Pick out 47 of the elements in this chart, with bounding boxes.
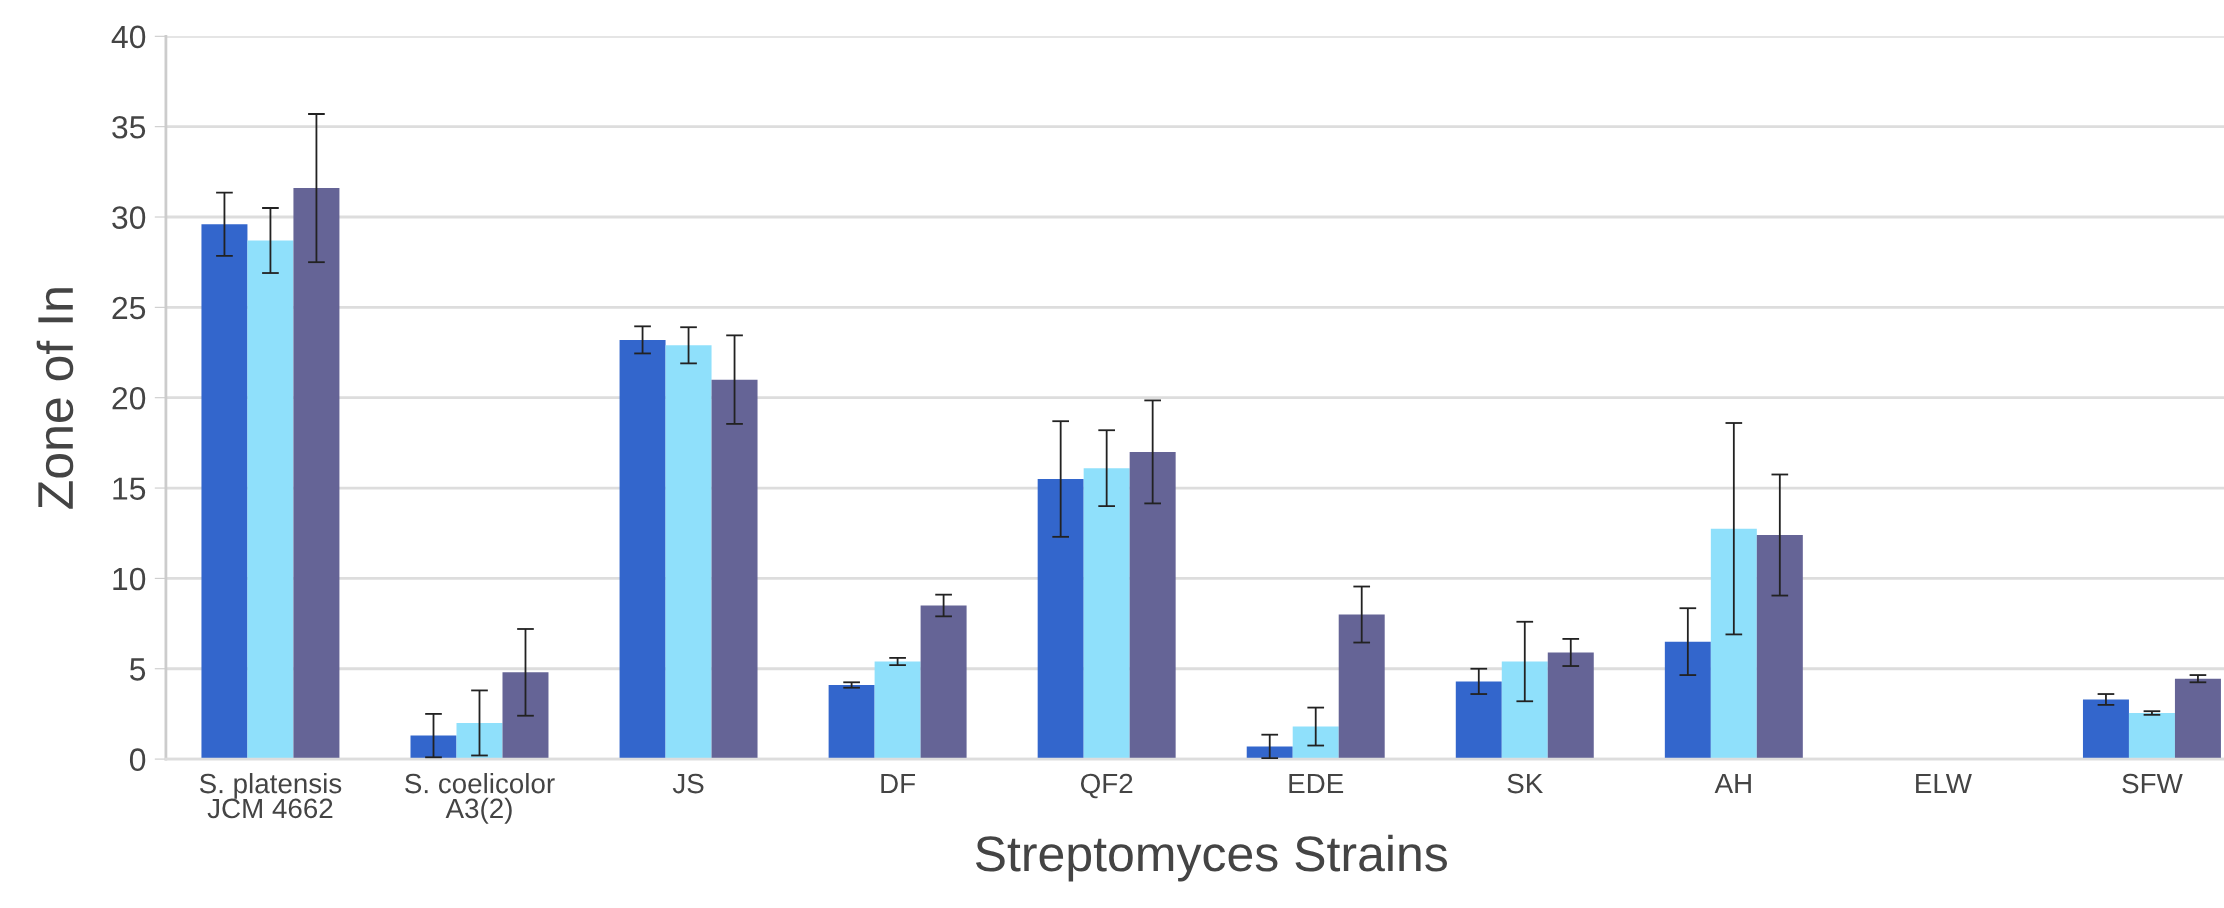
x-tick-label: S. coelicolor A3(2)	[405, 772, 555, 824]
y-tick-label: 5	[129, 658, 146, 681]
bar	[828, 685, 875, 760]
bar	[1455, 681, 1502, 760]
bar	[1547, 652, 1594, 760]
bar	[1037, 479, 1084, 760]
y-tick-label: 0	[129, 748, 146, 771]
x-tick-label: SFW	[2122, 773, 2183, 794]
bar	[874, 661, 921, 760]
bar	[2128, 713, 2175, 760]
bar	[456, 722, 503, 760]
bar	[201, 224, 248, 760]
x-tick-label: AH	[1714, 774, 1751, 794]
y-tick-label: 30	[112, 206, 146, 229]
bar	[293, 188, 340, 760]
bar	[1664, 641, 1711, 760]
y-tick-label: 10	[113, 567, 146, 591]
bar	[502, 672, 549, 760]
bar	[920, 605, 967, 760]
bar	[1292, 726, 1339, 760]
x-tick-label: EDE	[1289, 774, 1344, 794]
y-tick-label: 35	[112, 115, 146, 139]
x-tick-label: JS	[672, 773, 704, 794]
bar	[619, 339, 666, 760]
bar	[2174, 678, 2221, 760]
x-tick-label: ELW	[1916, 774, 1972, 794]
x-axis-title: Streptomyces Strains	[975, 834, 1447, 882]
bar	[1501, 661, 1548, 760]
bar	[247, 240, 294, 760]
bar	[711, 379, 758, 760]
x-tick-label: DF	[881, 774, 916, 794]
bar	[2082, 699, 2129, 760]
x-tick-label: QF2	[1080, 773, 1133, 799]
bar	[665, 345, 712, 760]
y-tick-label: 20	[112, 386, 146, 410]
bar	[1083, 468, 1130, 760]
bar	[410, 735, 457, 760]
bar	[1338, 614, 1385, 760]
y-axis-title: Zone of In	[36, 288, 74, 509]
y-tick-label: 25	[112, 296, 146, 320]
bar	[1756, 535, 1803, 760]
y-tick-label: 40	[111, 25, 146, 49]
bar	[1129, 451, 1176, 760]
x-tick-label: S. platensis JCM 4662	[199, 772, 342, 819]
y-tick-label: 15	[113, 477, 146, 500]
x-tick-label: SK	[1507, 773, 1543, 794]
bar	[1710, 528, 1757, 760]
